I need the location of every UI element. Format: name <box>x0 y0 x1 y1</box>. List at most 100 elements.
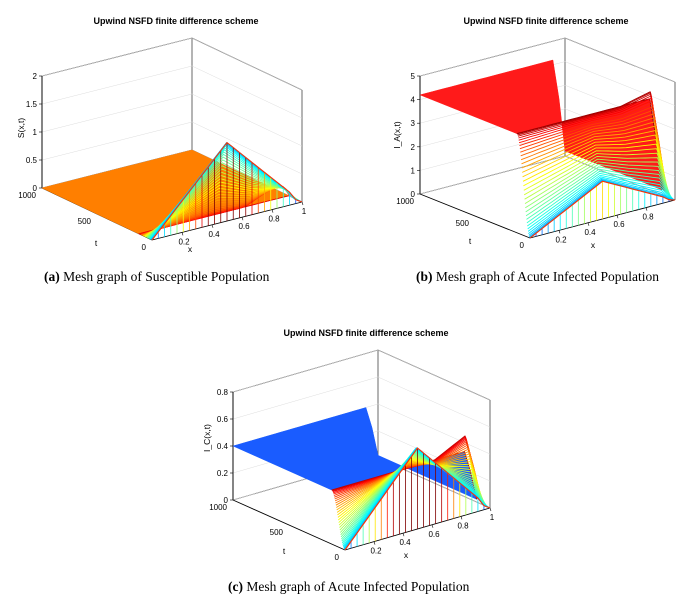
grid-line <box>41 37 193 77</box>
x-tick <box>181 232 184 236</box>
surface-mesh-line <box>520 117 667 193</box>
surface-mesh-line <box>336 458 483 513</box>
surface-mesh-line <box>144 184 295 237</box>
grid-line <box>191 121 303 175</box>
x-tick <box>460 516 463 520</box>
grid-line <box>232 349 379 393</box>
caption-text: Mesh graph of Acute Infected Population <box>246 579 470 594</box>
surface-mesh-line <box>334 446 481 502</box>
z-tick-label: 0.6 <box>217 415 229 424</box>
figure-b: Upwind NSFD finite difference scheme 0.2… <box>360 0 690 262</box>
surface-mesh-line <box>338 458 484 521</box>
initial-profile <box>344 447 491 551</box>
grid-line <box>564 37 676 83</box>
surface-mesh-line <box>528 177 674 234</box>
grid-line <box>41 65 193 105</box>
t-axis-label: t <box>469 236 472 246</box>
grid-line <box>377 349 491 401</box>
surface-mesh-line <box>527 174 673 230</box>
surface-mesh-line <box>337 459 484 518</box>
surface <box>41 141 303 241</box>
surface <box>232 407 491 551</box>
surface-mesh-line <box>520 109 666 192</box>
x-tick-label: 0.6 <box>613 220 625 229</box>
figure-a: Upwind NSFD finite difference scheme 0.2… <box>0 0 330 262</box>
surface-mesh-line <box>144 181 296 238</box>
t-tick-label: 0 <box>335 553 340 562</box>
chart-title: Upwind NSFD finite difference scheme <box>463 16 628 26</box>
z-axis-label: I_A(x,t) <box>392 121 402 149</box>
surface-mesh-line <box>526 170 673 224</box>
grid-line <box>377 376 491 428</box>
z-tick-label: 0.2 <box>217 469 229 478</box>
t-tick-label: 1000 <box>209 503 227 512</box>
x-tick-label: 0.4 <box>208 230 220 239</box>
surface-mesh-line <box>522 129 668 194</box>
surface-mesh-line <box>517 91 663 190</box>
surface-mesh-line <box>527 176 674 232</box>
z-tick-label: 1 <box>411 166 416 175</box>
surface-mesh-line <box>518 95 664 191</box>
t-tick-label: 1000 <box>396 197 414 206</box>
surface-plateau <box>419 59 663 191</box>
x-tick <box>402 533 405 537</box>
surface-mesh-line <box>335 450 482 506</box>
t-tick-label: 500 <box>270 528 284 537</box>
x-tick-label: 1 <box>490 513 495 522</box>
surface-mesh-line <box>525 166 672 217</box>
z-tick-label: 2 <box>33 72 38 81</box>
surface-mesh-line <box>334 442 480 500</box>
axis-box <box>419 37 676 239</box>
surface-mesh-line <box>528 179 675 238</box>
surface-mesh-line <box>143 186 295 237</box>
caption-c: (c) Mesh graph of Acute Infected Populat… <box>228 578 486 595</box>
x-tick <box>241 217 244 221</box>
surface-mesh-line <box>337 460 483 516</box>
figure-a-plot: Upwind NSFD finite difference scheme 0.2… <box>16 16 307 254</box>
caption-b: (b) Mesh graph of Acute Infected Populat… <box>416 268 674 285</box>
surface-mesh-line <box>524 158 671 204</box>
z-tick-label: 0.8 <box>217 388 229 397</box>
caption-tag: (b) <box>416 269 433 284</box>
t-tick-label: 0 <box>142 243 147 252</box>
x-tick <box>271 209 274 213</box>
x-tick-label: 0.2 <box>178 237 190 246</box>
t-tick-label: 500 <box>78 217 92 226</box>
surface-mesh-line <box>517 92 664 190</box>
x-axis-label: x <box>404 550 409 560</box>
x-tick-label: 0.6 <box>428 530 440 539</box>
surface-mesh-line <box>334 444 481 501</box>
x-tick <box>211 224 214 228</box>
surface-mesh-line <box>522 134 669 194</box>
surface-mesh-line <box>336 455 483 511</box>
x-tick-label: 1 <box>302 207 307 216</box>
x-tick <box>489 507 492 512</box>
grid-line <box>419 155 566 195</box>
x-axis-label: x <box>591 240 596 250</box>
t-tick-label: 1000 <box>18 191 36 200</box>
grid-line <box>191 93 303 147</box>
z-tick-label: 5 <box>411 72 416 81</box>
figure-c: Upwind NSFD finite difference scheme 0.2… <box>170 320 530 570</box>
x-axis-label: x <box>188 244 193 254</box>
x-tick <box>431 524 434 528</box>
t-axis-label: t <box>95 238 98 248</box>
x-tick <box>373 541 376 545</box>
t-axis-line <box>419 193 531 239</box>
t-tick-label: 0 <box>520 241 525 250</box>
surface <box>419 59 676 239</box>
surface-mesh-line <box>517 93 664 190</box>
grid-line <box>564 61 676 106</box>
figure-b-plot: Upwind NSFD finite difference scheme 0.2… <box>392 16 676 250</box>
t-axis-label: t <box>283 546 286 556</box>
z-tick-label: 0 <box>224 496 229 505</box>
z-tick-label: 1.5 <box>26 100 38 109</box>
surface-mesh-line <box>520 113 667 192</box>
chart-title: Upwind NSFD finite difference scheme <box>283 328 448 338</box>
surface-mesh-line <box>519 102 665 191</box>
caption-tag: (c) <box>228 579 243 594</box>
surface-mesh-line <box>525 163 672 213</box>
surface-mesh-line <box>518 99 665 191</box>
caption-tag: (a) <box>44 269 60 284</box>
